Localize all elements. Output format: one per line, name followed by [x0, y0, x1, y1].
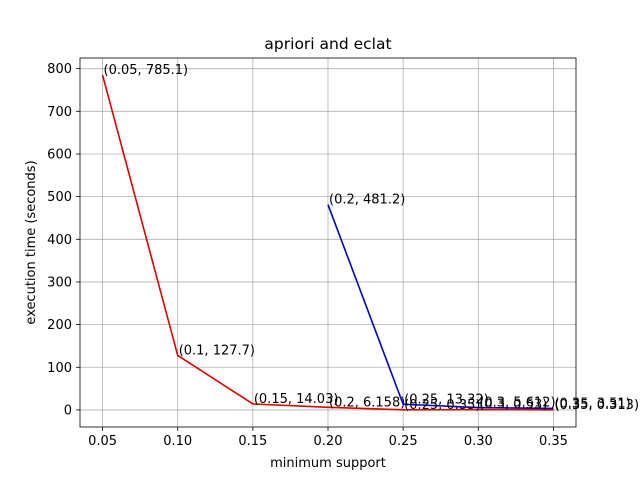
data-label: (0.3, 0.53): [479, 398, 547, 413]
data-label: (0.25, 13.32): [404, 392, 489, 407]
grid: [80, 58, 576, 427]
data-label: (0.3, 5.612): [479, 396, 555, 411]
series-line-2: [327, 204, 554, 410]
y-tick-label: 300: [47, 275, 72, 290]
x-tick-label: 0.15: [238, 434, 267, 449]
x-tick-label: 0.05: [88, 434, 117, 449]
y-tick-label: 400: [47, 233, 72, 248]
data-label: (0.15, 14.03): [254, 392, 339, 407]
y-tick-label: 0: [64, 403, 72, 418]
x-tick-label: 0.20: [314, 434, 343, 449]
chart-title: apriori and eclat: [264, 35, 391, 53]
y-tick-label: 700: [47, 105, 72, 120]
x-tick-label: 0.10: [163, 434, 192, 449]
series-line-1: [101, 74, 554, 411]
y-tick-label: 600: [47, 147, 72, 162]
x-tick-label: 0.35: [539, 434, 568, 449]
point-annotations: (0.05, 785.1)(0.1, 127.7)(0.15, 14.03)(0…: [104, 63, 639, 413]
axis-ticks: 0.05 0.10 0.15 0.20 0.25 0.30 0.35 0 100 200 300 40…: [47, 62, 568, 449]
x-tick-label: 0.30: [464, 434, 493, 449]
data-label: (0.35, 0.313): [554, 398, 639, 413]
series-lines: [101, 74, 554, 411]
data-label: (0.2, 481.2): [329, 193, 405, 208]
y-tick-label: 200: [47, 318, 72, 333]
data-label: (0.2, 6.158): [329, 395, 405, 410]
y-tick-label: 100: [47, 361, 72, 376]
y-axis-label: execution time (seconds): [24, 160, 39, 324]
data-label: (0.25, 0.35): [404, 398, 480, 413]
y-tick-label: 800: [47, 62, 72, 77]
x-tick-label: 0.25: [389, 434, 418, 449]
x-axis-label: minimum support: [270, 456, 386, 471]
data-label: (0.1, 127.7): [179, 343, 255, 358]
data-label: (0.05, 785.1): [104, 63, 189, 78]
data-label: (0.35, 3.51): [554, 396, 630, 411]
y-tick-label: 500: [47, 190, 72, 205]
